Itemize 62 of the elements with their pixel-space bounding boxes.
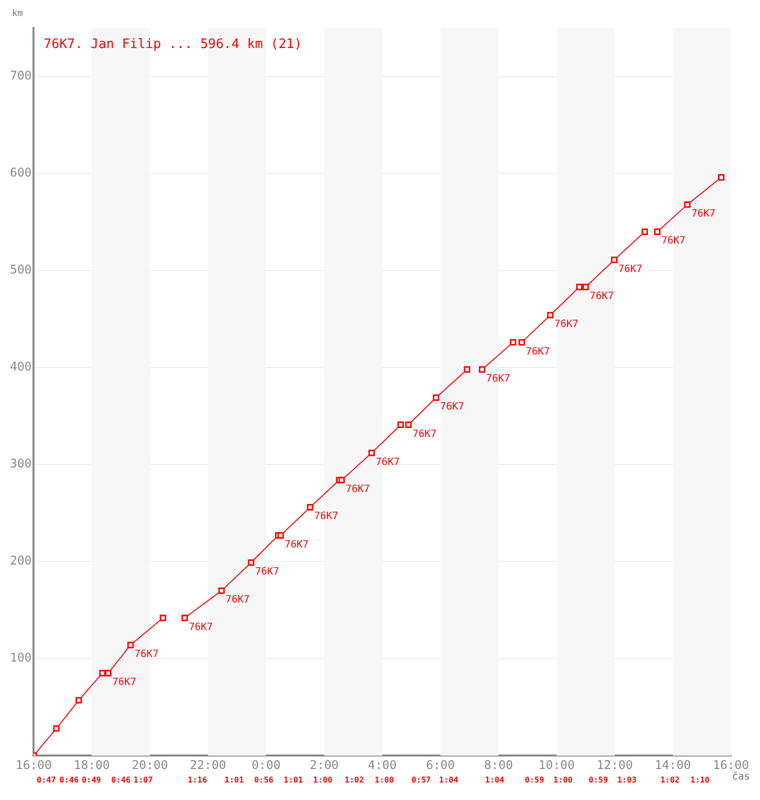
text: 0:59: [524, 776, 544, 785]
annotation: 76K7: [376, 456, 400, 468]
y-tick-label: 400: [10, 360, 32, 374]
text: 1:03: [617, 776, 637, 785]
annotation: 76K7: [188, 622, 213, 633]
y-tick-label: 700: [10, 68, 32, 83]
annotation: 76K7: [112, 677, 136, 688]
text: 1:00: [313, 776, 333, 785]
x-tick-label: 16:00: [712, 758, 749, 772]
x-tick-label: 10:00: [538, 758, 575, 772]
x-tick-label: 2:00: [310, 758, 339, 772]
x-axis-title: čas: [732, 772, 750, 783]
text: 1:04: [439, 776, 459, 785]
text: 1:02: [344, 776, 364, 785]
y-tick-label: 100: [10, 650, 32, 665]
y-tick-label: 200: [10, 554, 32, 568]
y-tick-label: 500: [10, 262, 32, 277]
x-tick-label: 22:00: [190, 758, 226, 772]
text: 76K7. Jan Filip ... 596.4 km (21): [44, 37, 302, 52]
text: 1:10: [690, 776, 710, 785]
text: 0:46: [59, 776, 79, 785]
annotation: 76K7: [134, 649, 159, 660]
annotation: 76K7: [691, 208, 716, 220]
y-axis-title: km: [12, 9, 23, 19]
text: 0:47: [36, 776, 56, 785]
text: 1:00: [374, 776, 394, 785]
text: 0:49: [82, 776, 102, 785]
annotation: 76K7: [526, 346, 550, 358]
text: 1:00: [553, 776, 573, 785]
text: 1:04: [485, 776, 505, 785]
annotation: 76K7: [486, 373, 510, 384]
text: 1:02: [660, 776, 680, 785]
x-tick-label: 8:00: [484, 758, 513, 772]
text: 0:59: [588, 776, 608, 785]
text: 1:01: [224, 776, 244, 785]
text: 1:01: [284, 776, 304, 785]
x-tick-label: 20:00: [132, 758, 168, 772]
x-tick-label: 12:00: [596, 758, 633, 772]
x-tick-label: 14:00: [654, 758, 691, 772]
annotation: 76K7: [412, 428, 437, 440]
x-tick-label: 16:00: [16, 758, 52, 772]
x-tick-label: 4:00: [368, 758, 397, 772]
annotation: 76K7: [314, 511, 338, 522]
annotation: 76K7: [346, 484, 370, 496]
x-tick-label: 0:00: [252, 758, 281, 772]
annotation: 76K7: [590, 291, 614, 302]
annotation: 76K7: [255, 566, 280, 578]
text: 1:07: [134, 776, 153, 785]
text: 0:46: [111, 776, 131, 785]
annotation: 76K7: [554, 319, 578, 330]
annotation: 76K7: [440, 402, 464, 413]
y-tick-label: 300: [10, 456, 32, 471]
annotation: 76K7: [226, 594, 250, 606]
y-tick-label: 600: [10, 166, 32, 180]
x-tick-label: 18:00: [74, 758, 110, 772]
annotation: 76K7: [284, 539, 309, 550]
text: 0:57: [411, 776, 431, 785]
x-tick-label: 6:00: [426, 758, 455, 772]
annotation: 76K7: [618, 264, 642, 275]
annotation: 76K7: [661, 236, 686, 247]
text: 0:56: [254, 776, 274, 785]
text: 1:16: [188, 776, 208, 785]
